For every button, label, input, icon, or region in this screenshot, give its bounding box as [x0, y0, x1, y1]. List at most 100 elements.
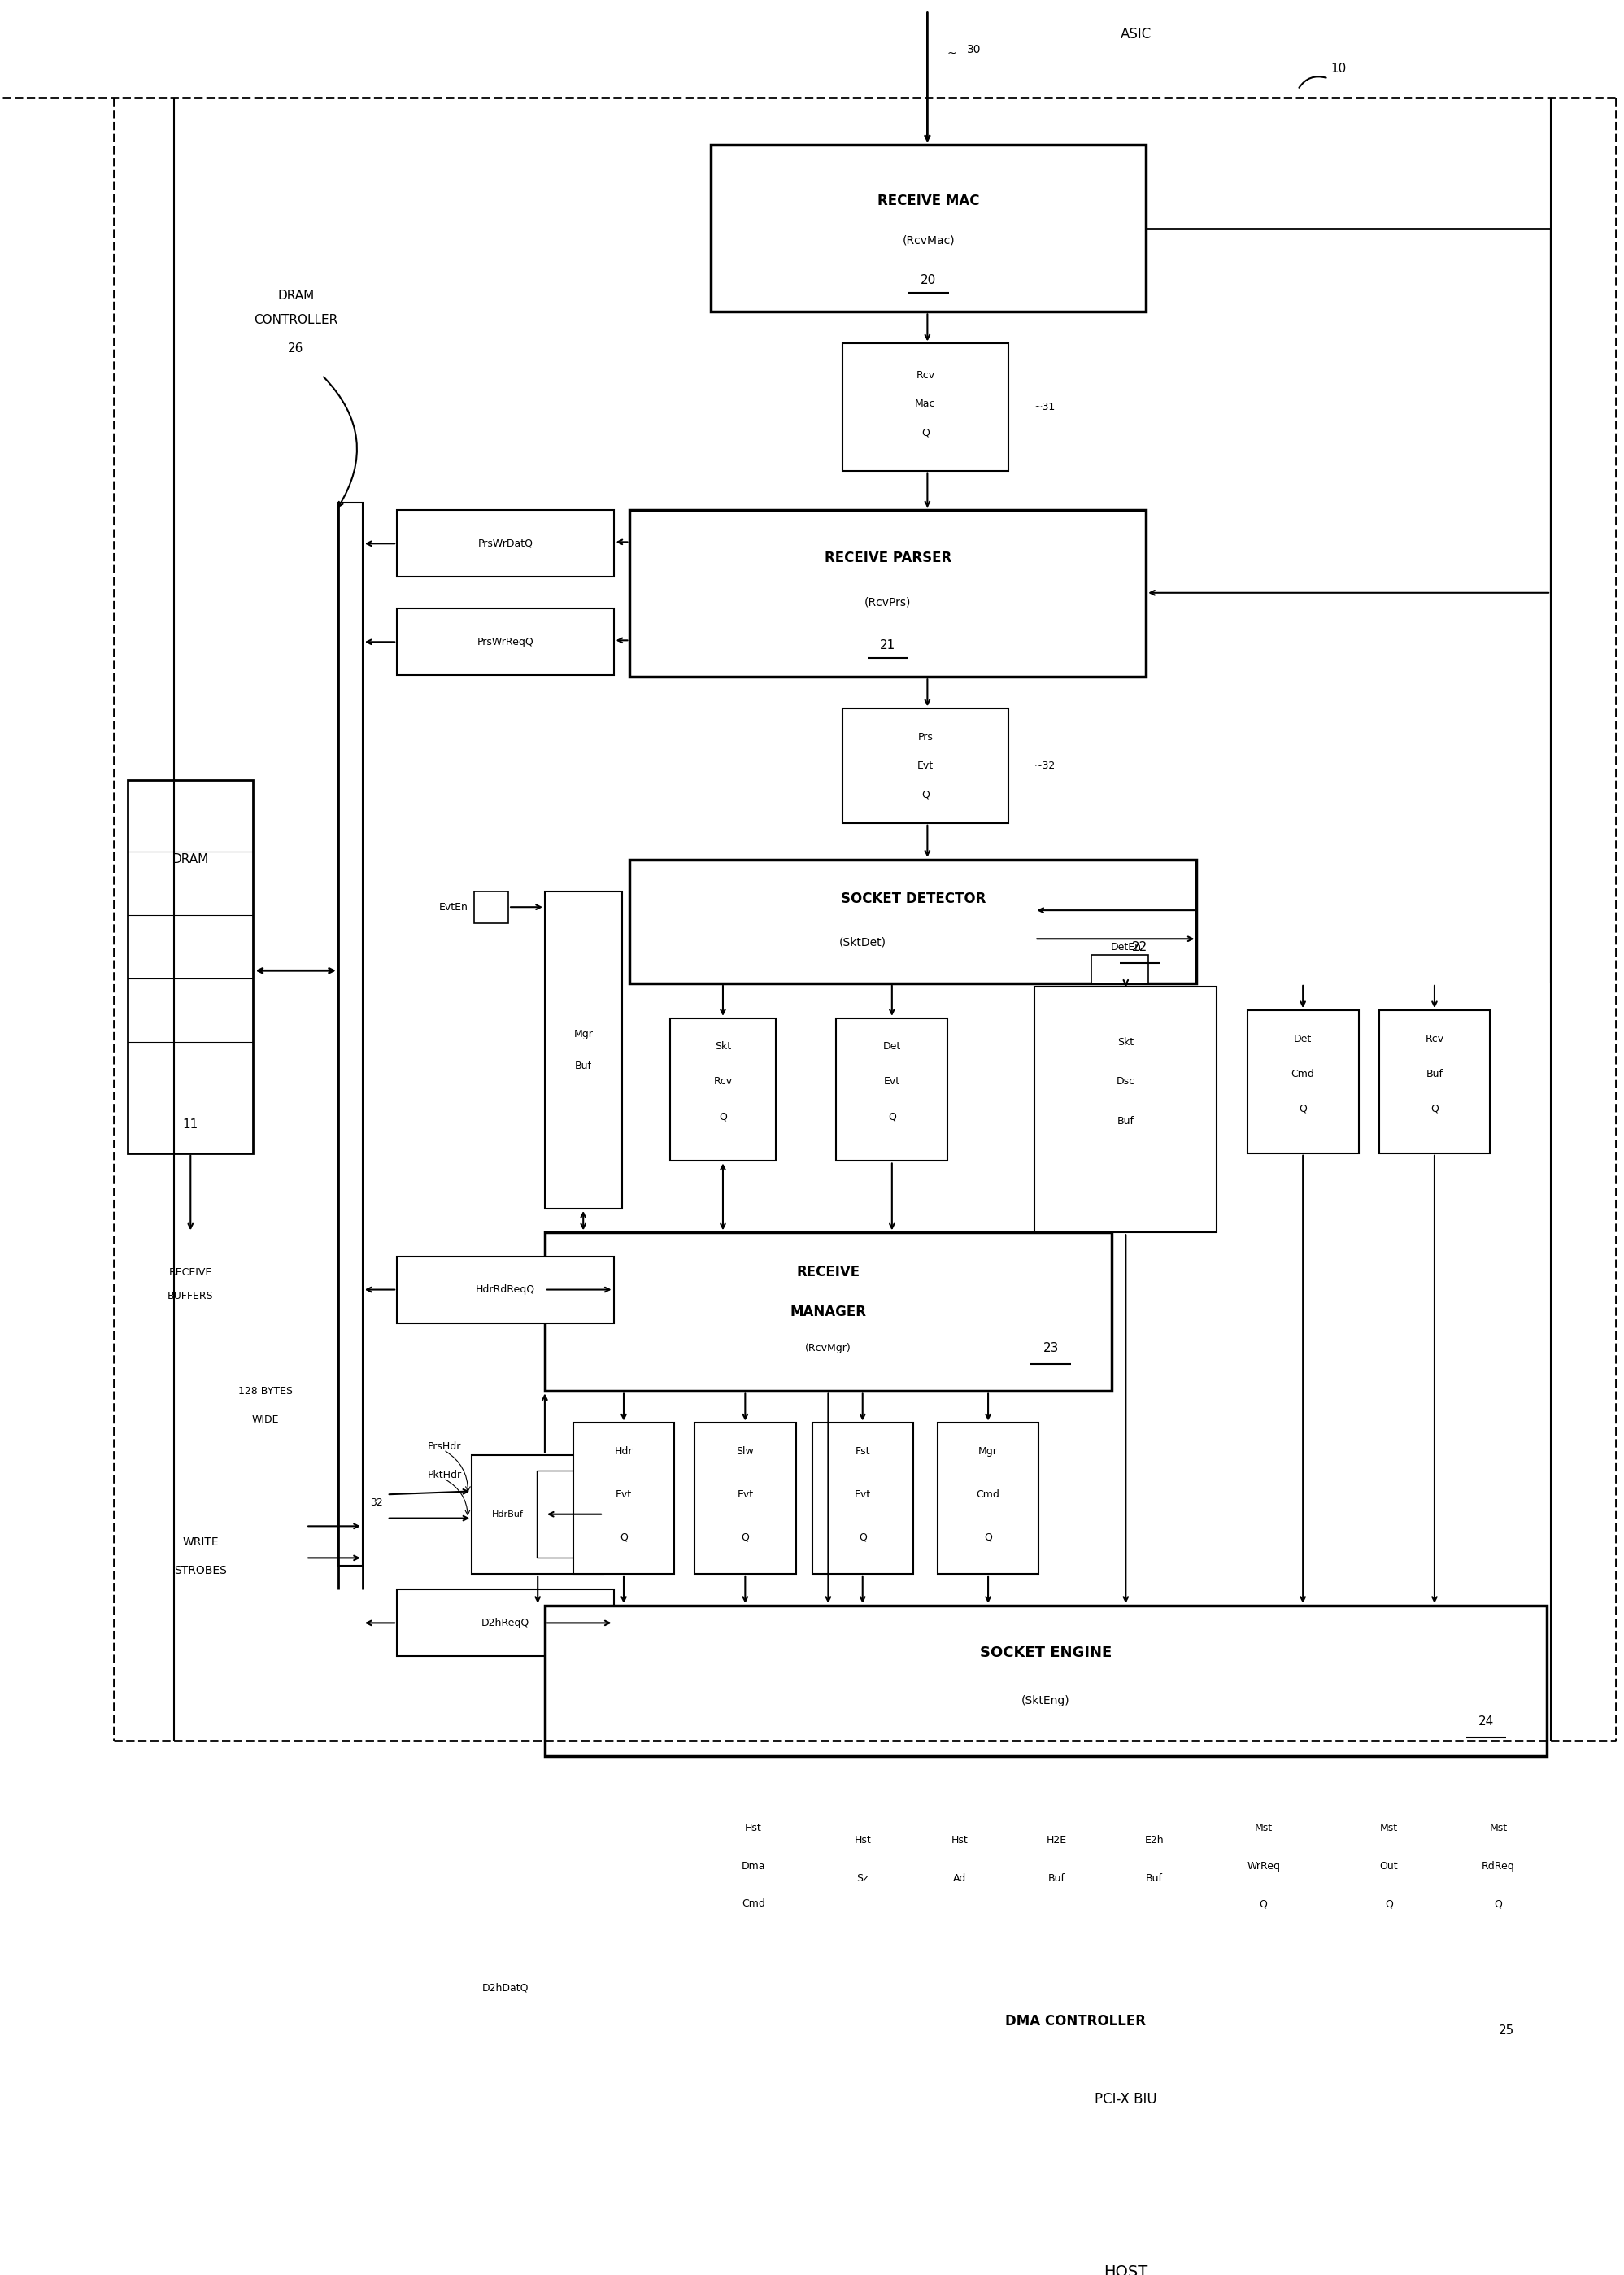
Text: Q: Q — [888, 1110, 896, 1122]
Text: Buf: Buf — [1426, 1069, 1444, 1078]
Text: ~: ~ — [947, 48, 957, 59]
Text: Rcv: Rcv — [1426, 1033, 1444, 1044]
Bar — [396, 610, 614, 676]
Text: Q: Q — [719, 1110, 728, 1122]
Text: 24: 24 — [1478, 1715, 1494, 1727]
Bar — [128, 780, 253, 1153]
Bar — [843, 708, 1009, 824]
Bar — [937, 1422, 1039, 1574]
Bar — [474, 892, 508, 924]
Text: Skt: Skt — [1117, 1037, 1134, 1047]
Text: Q: Q — [984, 1531, 992, 1542]
Text: (RcvMac): (RcvMac) — [901, 234, 955, 246]
Bar — [711, 146, 1147, 312]
Text: BUFFERS: BUFFERS — [167, 1290, 213, 1301]
Text: 22: 22 — [1132, 940, 1148, 953]
Text: Mac: Mac — [914, 398, 935, 410]
Text: Mst: Mst — [1489, 1822, 1507, 1834]
Bar — [822, 1795, 903, 1938]
Text: Q: Q — [1260, 1900, 1267, 1909]
Bar — [573, 1422, 674, 1574]
Bar — [1348, 1795, 1429, 1938]
Text: ~31: ~31 — [1034, 403, 1056, 412]
Bar — [630, 510, 1147, 678]
Text: Q: Q — [620, 1531, 628, 1542]
Text: (RcvMgr): (RcvMgr) — [806, 1342, 851, 1354]
Text: ASIC: ASIC — [1121, 27, 1151, 41]
Bar — [473, 1454, 604, 1574]
Bar — [1247, 1010, 1359, 1153]
Bar — [536, 1470, 588, 1558]
Text: 10: 10 — [1330, 64, 1346, 75]
Bar — [700, 1795, 806, 1938]
Text: WRITE: WRITE — [182, 1536, 219, 1547]
Text: 26: 26 — [287, 341, 304, 355]
Text: Hdr: Hdr — [614, 1447, 633, 1456]
Bar — [700, 2066, 1551, 2132]
Text: RECEIVE: RECEIVE — [796, 1265, 861, 1279]
Bar — [843, 344, 1009, 471]
Text: WIDE: WIDE — [252, 1415, 279, 1424]
Text: Q: Q — [859, 1531, 867, 1542]
Text: Slw: Slw — [736, 1447, 754, 1456]
Text: 128 BYTES: 128 BYTES — [239, 1385, 292, 1397]
Text: 21: 21 — [880, 639, 896, 651]
Text: Q: Q — [1431, 1103, 1439, 1115]
Text: 23: 23 — [1043, 1342, 1059, 1354]
Bar — [544, 892, 622, 1208]
Text: HdrBuf: HdrBuf — [492, 1511, 525, 1517]
Bar — [396, 1590, 614, 1656]
Text: RdReq: RdReq — [1481, 1861, 1515, 1870]
Text: Out: Out — [1380, 1861, 1398, 1870]
Text: Q: Q — [921, 428, 929, 437]
Text: Q: Q — [1494, 1900, 1502, 1909]
Text: SOCKET ENGINE: SOCKET ENGINE — [979, 1645, 1112, 1661]
Text: Evt: Evt — [883, 1076, 900, 1087]
Text: Det: Det — [883, 1042, 901, 1051]
Bar — [671, 1019, 776, 1160]
Text: Mgr: Mgr — [573, 1028, 593, 1040]
Text: SOCKET DETECTOR: SOCKET DETECTOR — [841, 892, 986, 905]
Text: Evt: Evt — [918, 760, 934, 771]
Bar — [630, 860, 1197, 983]
Text: DRAM: DRAM — [172, 853, 209, 864]
Text: DRAM: DRAM — [278, 289, 313, 303]
Text: HOST: HOST — [1104, 2264, 1148, 2275]
Text: RECEIVE: RECEIVE — [169, 1267, 213, 1279]
Text: Rcv: Rcv — [713, 1076, 732, 1087]
Text: 11: 11 — [182, 1119, 198, 1131]
Text: 25: 25 — [1499, 2025, 1514, 2036]
Text: Q: Q — [1299, 1103, 1307, 1115]
Text: PCI-X BIU: PCI-X BIU — [1095, 2093, 1156, 2107]
Text: Evt: Evt — [615, 1490, 632, 1499]
Bar — [919, 1795, 1000, 1938]
Text: Buf: Buf — [1145, 1872, 1163, 1884]
Text: Fst: Fst — [856, 1447, 870, 1456]
Text: Mst: Mst — [1380, 1822, 1398, 1834]
Bar — [1017, 1795, 1098, 1938]
Text: 32: 32 — [370, 1497, 383, 1508]
Text: PrsWrReqQ: PrsWrReqQ — [477, 637, 534, 648]
Text: Evt: Evt — [737, 1490, 754, 1499]
Text: D2hReqQ: D2hReqQ — [481, 1618, 529, 1629]
Bar — [396, 1256, 614, 1324]
Bar — [1091, 956, 1148, 983]
Text: Prs: Prs — [918, 733, 934, 742]
Text: H2E: H2E — [1047, 1836, 1067, 1845]
Bar — [812, 1422, 913, 1574]
Bar — [396, 510, 614, 578]
Bar — [544, 1606, 1546, 1756]
Text: WrReq: WrReq — [1247, 1861, 1280, 1870]
Text: PrsWrDatQ: PrsWrDatQ — [477, 539, 533, 548]
Bar — [1212, 1795, 1315, 1938]
Text: MANAGER: MANAGER — [789, 1304, 867, 1319]
Bar — [544, 1233, 1111, 1392]
Text: Ad: Ad — [953, 1872, 966, 1884]
Text: Sz: Sz — [857, 1872, 869, 1884]
Text: Cmd: Cmd — [742, 1900, 765, 1909]
Text: Rcv: Rcv — [916, 371, 935, 380]
Text: PktHdr: PktHdr — [427, 1470, 461, 1481]
Text: CONTROLLER: CONTROLLER — [253, 314, 338, 325]
Text: Mst: Mst — [1254, 1822, 1273, 1834]
Text: RECEIVE PARSER: RECEIVE PARSER — [825, 551, 952, 564]
